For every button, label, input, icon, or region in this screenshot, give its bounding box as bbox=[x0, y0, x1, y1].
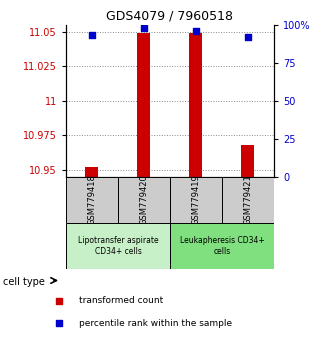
Text: Leukapheresis CD34+
cells: Leukapheresis CD34+ cells bbox=[180, 236, 264, 256]
Bar bbox=[66, 177, 118, 223]
Bar bbox=[222, 177, 274, 223]
Point bbox=[141, 25, 147, 31]
Text: percentile rank within the sample: percentile rank within the sample bbox=[79, 319, 232, 328]
Title: GDS4079 / 7960518: GDS4079 / 7960518 bbox=[107, 9, 233, 22]
Point bbox=[89, 33, 95, 38]
Bar bbox=[189, 33, 202, 177]
Text: GSM779419: GSM779419 bbox=[191, 175, 200, 225]
Point bbox=[57, 320, 62, 326]
Text: transformed count: transformed count bbox=[79, 296, 163, 306]
Text: GSM779418: GSM779418 bbox=[87, 175, 96, 225]
Bar bbox=[118, 177, 170, 223]
Bar bbox=[170, 177, 222, 223]
Bar bbox=[170, 223, 274, 269]
Point bbox=[245, 34, 250, 40]
Text: GSM779420: GSM779420 bbox=[140, 175, 148, 225]
Point bbox=[193, 28, 199, 34]
Point bbox=[57, 298, 62, 304]
Text: GSM779421: GSM779421 bbox=[244, 175, 252, 225]
Text: cell type: cell type bbox=[3, 277, 45, 287]
Text: Lipotransfer aspirate
CD34+ cells: Lipotransfer aspirate CD34+ cells bbox=[78, 236, 158, 256]
Bar bbox=[85, 167, 98, 177]
Bar bbox=[138, 33, 150, 177]
Bar bbox=[242, 145, 254, 177]
Bar bbox=[66, 223, 170, 269]
